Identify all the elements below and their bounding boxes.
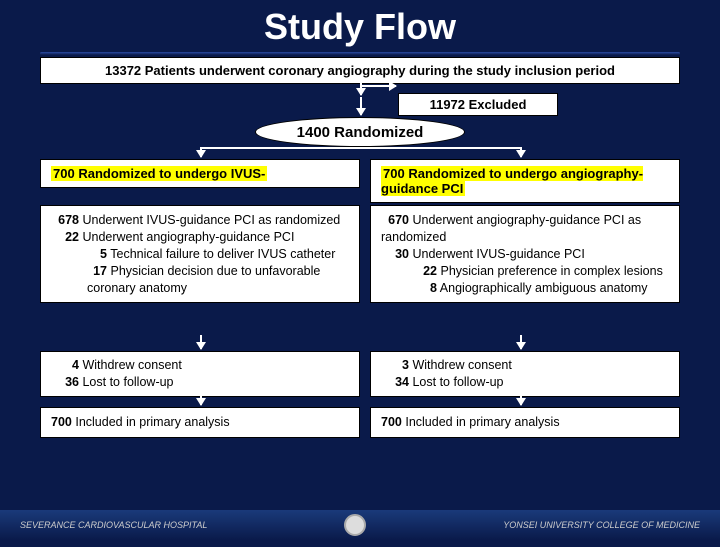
right-d3-n: 22 — [417, 263, 437, 280]
left-l-t: Lost to follow-up — [82, 375, 173, 389]
arrow-down — [520, 147, 522, 157]
arrow-down — [360, 81, 362, 95]
left-l-n: 36 — [51, 374, 79, 391]
right-d4-n: 8 — [417, 280, 437, 297]
right-d2-t: Underwent IVUS-guidance PCI — [412, 247, 584, 261]
left-d4-n: 17 — [87, 263, 107, 280]
right-final-n: 700 — [381, 415, 402, 429]
right-final: 700 Included in primary analysis — [370, 407, 680, 438]
left-followup: 4 Withdrew consent 36 Lost to follow-up — [40, 351, 360, 397]
right-details: 670 Underwent angiography-guidance PCI a… — [370, 205, 680, 303]
left-arm-header: 700 Randomized to undergo IVUS- — [40, 159, 360, 188]
right-w-t: Withdrew consent — [412, 358, 511, 372]
arrow-down — [200, 391, 202, 405]
arrow-down — [200, 147, 202, 157]
connector — [200, 147, 520, 149]
arrow-down — [520, 335, 522, 349]
arrow-down — [360, 97, 362, 115]
screened-box: 13372 Patients underwent coronary angiog… — [40, 57, 680, 84]
left-final: 700 Included in primary analysis — [40, 407, 360, 438]
arrow-down — [520, 391, 522, 405]
right-w-n: 3 — [381, 357, 409, 374]
right-followup: 3 Withdrew consent 34 Lost to follow-up — [370, 351, 680, 397]
seal-icon — [344, 514, 366, 536]
right-arm-header: 700 Randomized to undergo angiography-gu… — [370, 159, 680, 203]
right-l-t: Lost to follow-up — [412, 375, 503, 389]
footer-left: SEVERANCE CARDIOVASCULAR HOSPITAL — [20, 520, 207, 530]
right-d4-t: Angiographically ambiguous anatomy — [440, 281, 648, 295]
left-d2-n: 22 — [51, 229, 79, 246]
randomized-oval: 1400 Randomized — [255, 117, 465, 147]
footer-right: YONSEI UNIVERSITY COLLEGE OF MEDICINE — [503, 520, 700, 530]
left-d3-n: 5 — [87, 246, 107, 263]
left-d4-t: Physician decision due to unfavorable co… — [87, 264, 320, 295]
left-d2-t: Underwent angiography-guidance PCI — [82, 230, 294, 244]
left-n: 700 Randomized to undergo IVUS- — [51, 166, 267, 181]
flowchart: 13372 Patients underwent coronary angiog… — [0, 57, 720, 547]
right-final-t: Included in primary analysis — [405, 415, 559, 429]
left-d3-t: Technical failure to deliver IVUS cathet… — [110, 247, 335, 261]
excluded-box: 11972 Excluded — [398, 93, 558, 116]
page-title: Study Flow — [0, 0, 720, 57]
right-l-n: 34 — [381, 374, 409, 391]
left-d1-n: 678 — [51, 212, 79, 229]
left-final-t: Included in primary analysis — [75, 415, 229, 429]
left-w-t: Withdrew consent — [82, 358, 181, 372]
footer: SEVERANCE CARDIOVASCULAR HOSPITAL YONSEI… — [0, 510, 720, 540]
right-d3-t: Physician preference in complex lesions — [440, 264, 662, 278]
left-final-n: 700 — [51, 415, 72, 429]
right-d1-n: 670 — [381, 212, 409, 229]
right-d2-n: 30 — [381, 246, 409, 263]
right-d1-t: Underwent angiography-guidance PCI as ra… — [381, 213, 641, 244]
left-w-n: 4 — [51, 357, 79, 374]
arrow-down — [200, 335, 202, 349]
right-n: 700 Randomized to undergo angiography-gu… — [381, 166, 643, 196]
left-details: 678 Underwent IVUS-guidance PCI as rando… — [40, 205, 360, 303]
left-d1-t: Underwent IVUS-guidance PCI as randomize… — [82, 213, 340, 227]
arrow-right — [362, 85, 396, 87]
